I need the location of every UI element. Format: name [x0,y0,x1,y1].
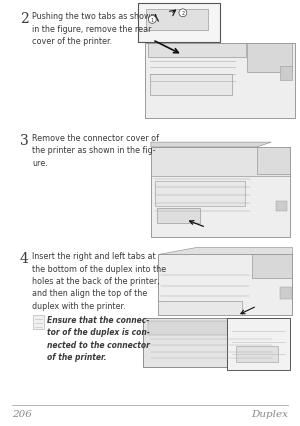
Bar [236,346,278,362]
Bar [158,302,242,316]
Bar [252,254,292,278]
Text: Duplex: Duplex [251,409,288,418]
Text: 1: 1 [151,18,154,23]
Bar [148,322,272,336]
Polygon shape [151,143,271,148]
Bar [149,75,232,96]
Bar [280,288,292,299]
Bar [247,44,292,73]
Text: 2: 2 [181,11,184,16]
Bar [157,208,200,224]
Bar [151,148,290,238]
Text: 3: 3 [20,134,29,148]
Bar [143,318,280,367]
Bar [155,182,245,206]
Bar [158,254,292,316]
Bar [146,10,208,31]
Text: Remove the connector cover of
the printer as shown in the fig-
ure.: Remove the connector cover of the printe… [32,134,159,167]
Circle shape [179,10,187,17]
Bar [226,318,290,370]
Polygon shape [158,248,292,254]
Bar [33,315,44,329]
Text: 4: 4 [20,251,29,265]
Bar [257,148,290,175]
Circle shape [148,17,156,24]
Text: 206: 206 [12,409,32,418]
Text: Ensure that the connec-
tor of the duplex is con-
nected to the connector
of the: Ensure that the connec- tor of the duple… [47,315,150,362]
Bar [137,4,220,43]
Text: Insert the right and left tabs at
the bottom of the duplex into the
holes at the: Insert the right and left tabs at the bo… [32,251,166,310]
Bar [151,148,290,177]
Bar [280,67,292,81]
Bar [276,201,287,211]
Text: Pushing the two tabs as shown
in the figure, remove the rear
cover of the printe: Pushing the two tabs as shown in the fig… [32,12,155,46]
Text: 2: 2 [20,12,29,26]
Bar [145,44,295,119]
Bar [148,44,245,58]
